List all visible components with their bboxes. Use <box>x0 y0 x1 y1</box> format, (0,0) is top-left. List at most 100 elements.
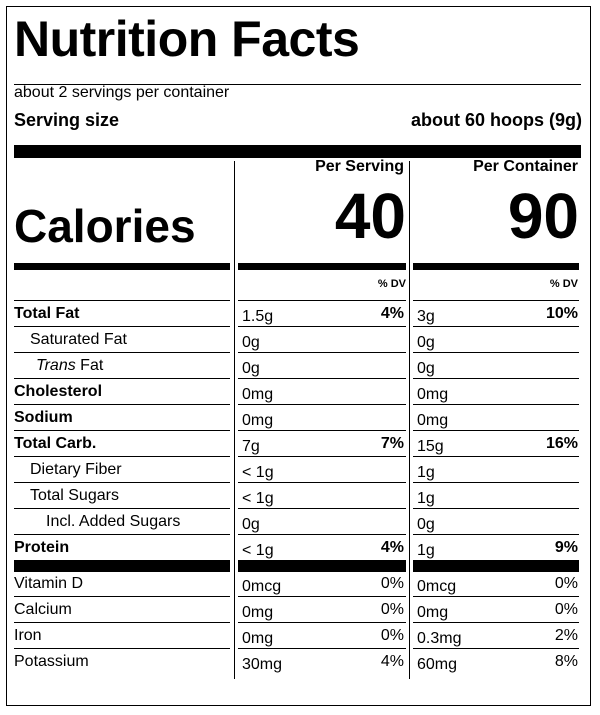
serving-amount: 0g <box>242 516 260 533</box>
serving-dv: 7% <box>380 435 404 452</box>
serving-dv <box>238 457 404 482</box>
container-dv: 9% <box>554 539 578 556</box>
row-rule <box>413 404 579 405</box>
row-rule <box>238 560 406 572</box>
calories-rule-right <box>413 263 579 270</box>
row-rule <box>238 300 406 301</box>
row-rule <box>14 596 230 597</box>
row-rule <box>413 378 579 379</box>
calories-per-container: 90 <box>507 180 579 252</box>
container-amount: 1g <box>417 464 435 481</box>
nutrient-name: Trans Fat <box>36 353 252 378</box>
row-rule <box>14 456 230 457</box>
dv-header-container: % DV <box>549 278 578 290</box>
container-dv <box>413 405 578 430</box>
nutrient-name: Protein <box>14 539 70 556</box>
row-rule <box>238 456 406 457</box>
vitamin-serving-dv: 0% <box>380 627 404 644</box>
serving-dv <box>238 327 404 352</box>
row-rule <box>413 430 579 431</box>
row-rule <box>14 648 230 649</box>
label-title: Nutrition Facts <box>14 11 360 67</box>
row-rule <box>238 534 406 535</box>
dv-header-serving: % DV <box>377 278 406 290</box>
vitamin-container-dv: 0% <box>554 575 578 592</box>
row-rule <box>238 596 406 597</box>
row-rule <box>238 404 406 405</box>
row-rule <box>413 482 579 483</box>
row-rule <box>238 352 406 353</box>
row-rule <box>413 326 579 327</box>
serving-dv: 4% <box>380 539 404 556</box>
row-rule <box>14 430 230 431</box>
container-dv <box>413 483 578 508</box>
container-amount: 0g <box>417 334 435 351</box>
row-rule <box>413 648 579 649</box>
title-rule <box>14 84 581 85</box>
row-rule <box>413 508 579 509</box>
vitamin-name: Vitamin D <box>14 575 84 592</box>
row-rule <box>238 482 406 483</box>
nutrient-name: Total Fat <box>14 305 80 322</box>
row-rule <box>14 404 230 405</box>
nutrient-name: Total Sugars <box>30 487 119 504</box>
row-rule <box>14 482 230 483</box>
vitamin-container-amount: 0mcg <box>417 578 457 595</box>
nutrient-name-italic: Trans <box>36 357 76 374</box>
row-rule <box>238 648 406 649</box>
vitamin-name: Calcium <box>14 601 72 618</box>
per-serving-header: Per Serving <box>315 158 404 175</box>
vitamin-container-amount: 0.3mg <box>417 630 462 647</box>
serving-amount: 0g <box>242 360 260 377</box>
container-amount: 1g <box>417 490 435 507</box>
row-rule <box>14 622 230 623</box>
row-rule <box>413 534 579 535</box>
column-divider-left <box>234 161 235 679</box>
container-dv: 10% <box>545 305 578 322</box>
serving-amount: < 1g <box>242 542 274 559</box>
vitamin-container-dv: 0% <box>554 601 578 618</box>
serving-dv <box>238 509 404 534</box>
serving-size-value: about 60 hoops (9g) <box>411 110 582 130</box>
serving-dv <box>238 483 404 508</box>
nutrient-name: Incl. Added Sugars <box>46 513 181 530</box>
row-rule <box>14 560 230 572</box>
row-rule <box>413 622 579 623</box>
container-amount: 0g <box>417 516 435 533</box>
container-amount: 0mg <box>417 386 449 403</box>
vitamin-serving-amount: 30mg <box>242 656 283 673</box>
nutrition-label <box>6 6 591 706</box>
row-rule <box>14 352 230 353</box>
row-rule <box>238 430 406 431</box>
nutrient-name: Total Carb. <box>14 435 97 452</box>
row-rule <box>413 352 579 353</box>
row-rule <box>413 300 579 301</box>
vitamin-container-dv: 2% <box>554 627 578 644</box>
nutrient-name: Dietary Fiber <box>30 461 122 478</box>
vitamin-container-amount: 0mg <box>417 604 449 621</box>
vitamin-serving-amount: 0mg <box>242 630 274 647</box>
serving-dv <box>238 379 404 404</box>
row-rule <box>238 508 406 509</box>
nutrient-name: Cholesterol <box>14 383 103 400</box>
container-amount: 3g <box>417 308 435 325</box>
serving-size-label: Serving size <box>14 110 120 130</box>
serving-dv <box>238 405 404 430</box>
serving-amount: 7g <box>242 438 260 455</box>
container-dv <box>413 353 578 378</box>
nutrient-name: Saturated Fat <box>30 331 127 348</box>
vitamin-serving-amount: 0mg <box>242 604 274 621</box>
serving-amount: 0mg <box>242 386 274 403</box>
row-rule <box>14 300 230 301</box>
row-rule <box>413 596 579 597</box>
serving-amount: < 1g <box>242 464 274 481</box>
calories-per-serving: 40 <box>334 180 406 252</box>
row-rule <box>238 378 406 379</box>
calories-rule-mid <box>238 263 406 270</box>
container-amount: 0g <box>417 360 435 377</box>
serving-amount: < 1g <box>242 490 274 507</box>
serving-dv <box>238 353 404 378</box>
column-divider-right <box>409 161 410 679</box>
vitamin-serving-amount: 0mcg <box>242 578 282 595</box>
vitamin-name: Iron <box>14 627 42 644</box>
